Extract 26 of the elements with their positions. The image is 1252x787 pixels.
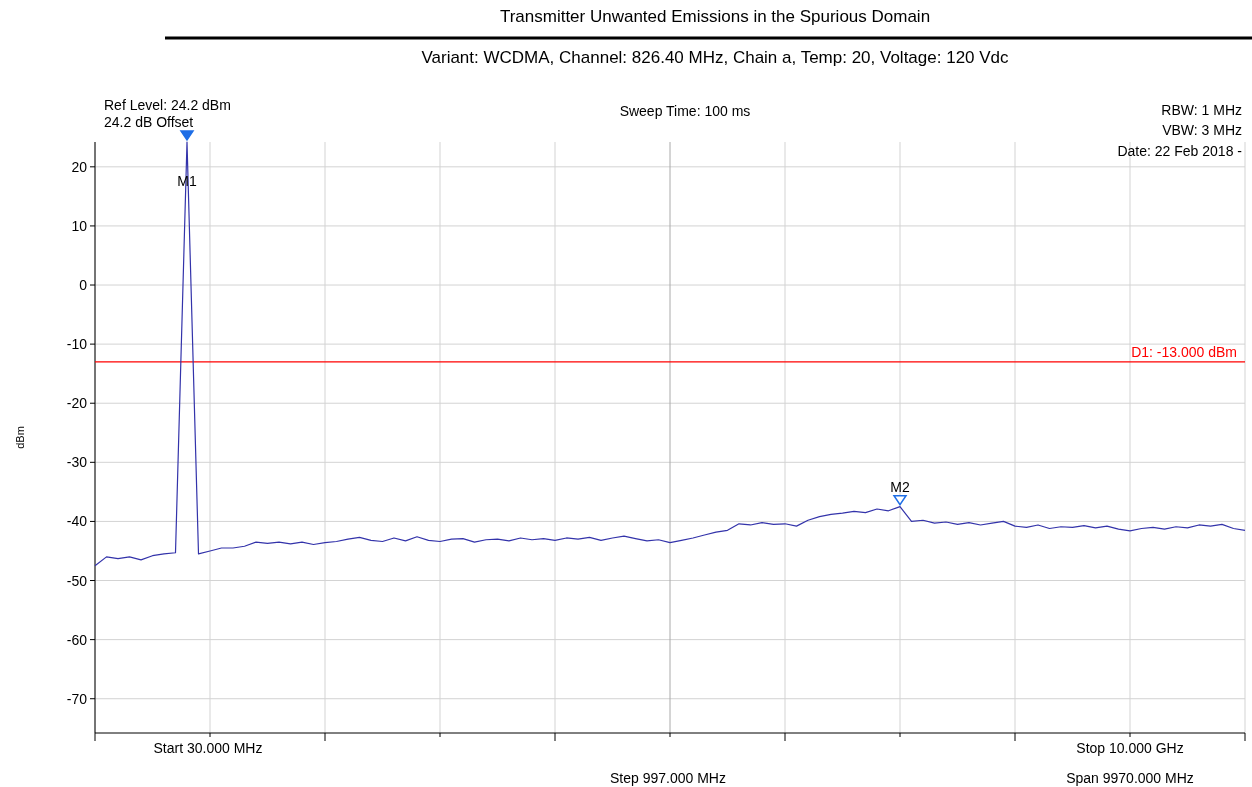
- y-tick-label: -20: [66, 395, 88, 412]
- y-tick-label: -10: [66, 336, 88, 353]
- ref-line-label: D1: -13.000 dBm: [1131, 343, 1237, 360]
- y-tick-label: -40: [66, 513, 88, 530]
- text: RBW: 1 MHz: [1161, 102, 1242, 118]
- annotation: M1: [177, 173, 197, 189]
- y-axis-title: dBm: [14, 426, 26, 449]
- y-tick-label: -50: [66, 572, 88, 589]
- text: Sweep Time: 100 ms: [619, 103, 751, 119]
- text: Ref Level: 24.2 dBm: [104, 97, 231, 113]
- y-tick-label: 0: [79, 277, 88, 294]
- chart-title: Transmitter Unwanted Emissions in the Spurious Domain: [499, 7, 931, 26]
- y-tick-label: -60: [66, 631, 88, 648]
- text: Stop 10.000 GHz: [1076, 740, 1184, 756]
- text: VBW: 3 MHz: [1162, 122, 1242, 138]
- y-tick-label: 10: [71, 217, 88, 234]
- chart-subtitle: Variant: WCDMA, Channel: 826.40 MHz, Chain a, Temp: 20, Voltage: 120 Vdc: [421, 48, 1010, 67]
- text: 24.2 dB Offset: [104, 114, 194, 130]
- y-tick-label: -30: [66, 454, 88, 471]
- text: Step 997.000 MHz: [610, 770, 726, 786]
- annotation: Date: 22 Feb 2018 -: [1117, 143, 1243, 159]
- y-tick-label: 20: [71, 158, 88, 175]
- text: Start 30.000 MHz: [153, 740, 263, 756]
- text: Span 9970.000 MHz: [1066, 770, 1194, 786]
- annotation: M2: [890, 478, 910, 495]
- y-tick-label: -70: [66, 690, 88, 707]
